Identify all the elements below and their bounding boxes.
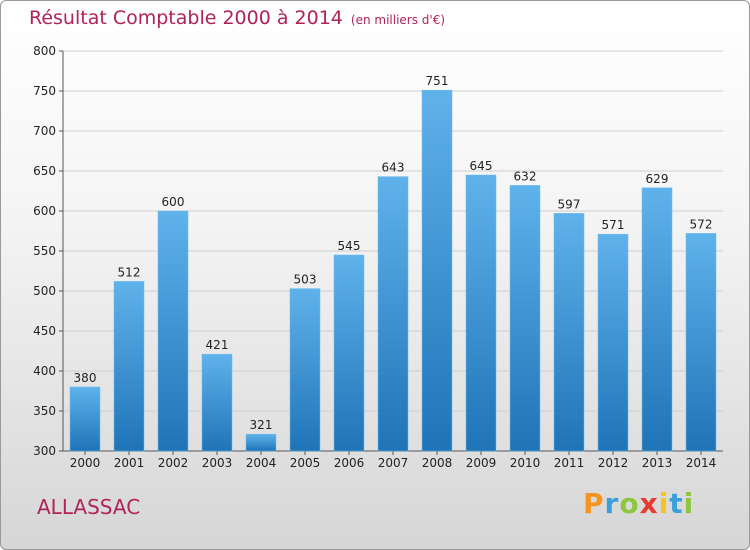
x-tick-label: 2003: [202, 456, 233, 470]
x-tick-label: 2012: [598, 456, 629, 470]
x-tick-label: 2013: [642, 456, 673, 470]
x-tick-label: 2007: [378, 456, 409, 470]
bar-value-label: 321: [250, 418, 273, 432]
y-tick-label: 350: [33, 404, 56, 418]
x-tick-label: 2002: [158, 456, 189, 470]
bar-value-label: 632: [514, 169, 537, 183]
bar-value-label: 503: [294, 273, 317, 287]
bar: [157, 210, 189, 452]
bar: [245, 433, 277, 452]
x-tick-label: 2000: [70, 456, 101, 470]
bar-value-label: 512: [118, 265, 141, 279]
bar: [69, 386, 101, 452]
chart-title-block: Résultat Comptable 2000 à 2014 (en millie…: [29, 7, 445, 29]
bar: [201, 353, 233, 452]
logo-letter: i: [658, 487, 670, 520]
y-tick-label: 450: [33, 324, 56, 338]
bars: [69, 89, 717, 452]
x-tick-label: 2010: [510, 456, 541, 470]
chart-subtitle: (en milliers d'€): [350, 13, 446, 27]
bar-value-label: 597: [558, 197, 581, 211]
labels: 380 512 600 421 321 503 545 643 751 645 632 597 571 6…: [74, 74, 713, 432]
x-tick-label: 2001: [114, 456, 145, 470]
bar: [377, 176, 409, 452]
logo-letter: x: [639, 487, 659, 520]
x-tick-label: 2004: [246, 456, 277, 470]
bar-value-label: 545: [338, 239, 361, 253]
bar-value-label: 571: [602, 218, 625, 232]
chart-title: Résultat Comptable 2000 à 2014: [29, 7, 343, 29]
bar-value-label: 643: [382, 161, 405, 175]
x-tick-label: 2006: [334, 456, 365, 470]
bar: [421, 89, 453, 452]
y-tick-label: 650: [33, 164, 56, 178]
logo-letter: t: [669, 487, 684, 520]
x-tick-label: 2011: [554, 456, 585, 470]
logo-letter: P: [583, 487, 605, 520]
bar: [465, 174, 497, 452]
bar-value-label: 380: [74, 371, 97, 385]
bar-value-label: 421: [206, 338, 229, 352]
y-tick-label: 400: [33, 364, 56, 378]
y-tick-label: 600: [33, 204, 56, 218]
bar: [685, 233, 717, 452]
y-tick-label: 750: [33, 84, 56, 98]
bar: [113, 281, 145, 452]
x-tick-label: 2008: [422, 456, 453, 470]
bar-value-label: 600: [162, 195, 185, 209]
bar-value-label: 645: [470, 159, 493, 173]
bar: [333, 254, 365, 452]
bar-value-label: 572: [690, 217, 713, 231]
logo-letter: o: [619, 487, 640, 520]
bar: [597, 233, 629, 452]
x-tick-label: 2014: [686, 456, 717, 470]
bar: [509, 185, 541, 452]
y-tick-label: 300: [33, 444, 56, 458]
y-tick-label: 500: [33, 284, 56, 298]
bar: [553, 213, 585, 452]
logo-letter: i: [683, 487, 695, 520]
y-tick-label: 550: [33, 244, 56, 258]
x-tick-label: 2009: [466, 456, 497, 470]
logo-letter: r: [604, 487, 620, 520]
y-tick-label: 700: [33, 124, 56, 138]
x-tick-label: 2005: [290, 456, 321, 470]
bar-value-label: 751: [426, 74, 449, 88]
bar-value-label: 629: [646, 172, 669, 186]
y-tick-label: 800: [33, 44, 56, 58]
proxiti-logo: Proxiti: [583, 487, 694, 520]
bar: [289, 288, 321, 452]
commune-name: ALLASSAC: [37, 495, 141, 519]
bar: [641, 187, 673, 452]
